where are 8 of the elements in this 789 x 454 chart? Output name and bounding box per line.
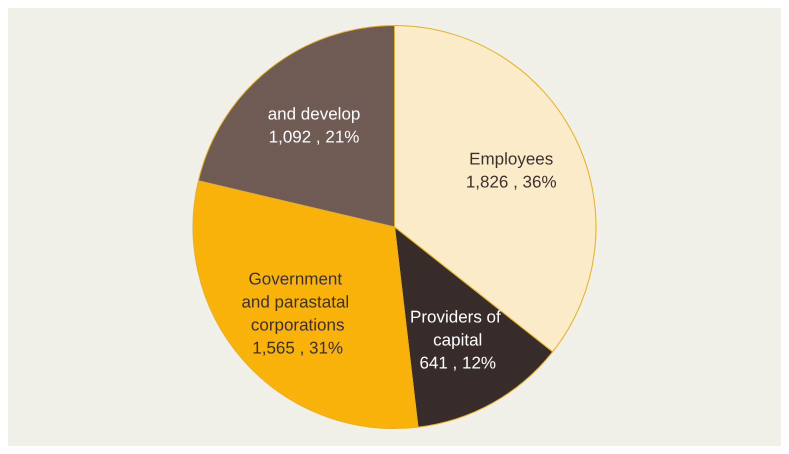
slice-label: Providers of capital <box>410 308 506 350</box>
slice-label: Government and parastatal corporations <box>241 269 354 334</box>
data-label: 1,092 , 21% <box>268 127 360 146</box>
slice-label: Employees <box>469 149 554 168</box>
data-label: 641 , 12% <box>419 354 496 373</box>
slice-label: and develop <box>268 104 360 124</box>
data-label: 1,565 , 31% <box>252 338 344 358</box>
data-label: 1,826 , 36% <box>466 172 557 192</box>
